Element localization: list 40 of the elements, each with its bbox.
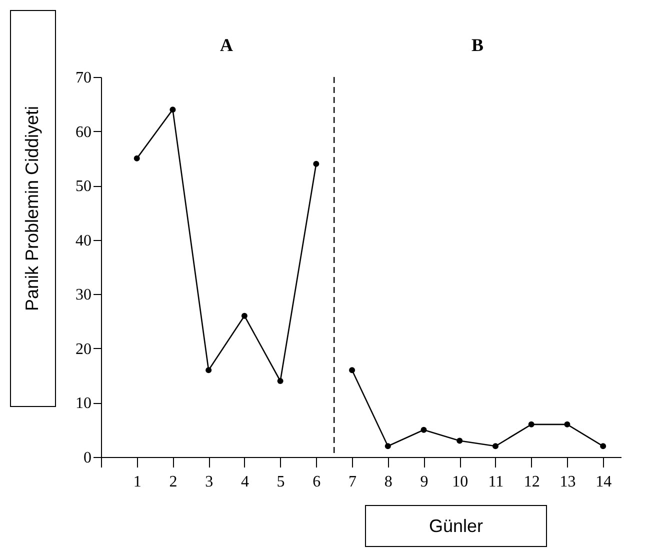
y-tick-label: 70 <box>76 70 92 86</box>
x-axis-title: Günler <box>365 505 547 547</box>
point <box>492 443 498 450</box>
point <box>206 367 212 374</box>
x-tick-label: 10 <box>452 474 468 490</box>
x-tick-label: 2 <box>169 474 178 490</box>
x-tick-label: 1 <box>133 474 142 490</box>
text: A <box>220 35 234 55</box>
point <box>170 106 176 113</box>
point <box>528 421 534 428</box>
y-tick-label: 50 <box>76 178 92 196</box>
y-tick-label: 0 <box>84 450 92 466</box>
x-tick-label: 8 <box>384 474 392 490</box>
y-tick-label: 20 <box>76 340 92 358</box>
x-tick-label: 12 <box>524 474 540 490</box>
point <box>349 367 356 374</box>
y-axis-title: Panik Problemin Ciddiyeti <box>22 106 44 312</box>
point <box>564 421 570 428</box>
point <box>134 155 140 162</box>
point <box>277 378 284 384</box>
point <box>241 312 248 319</box>
point <box>600 443 606 450</box>
x-tick-label: 5 <box>276 474 285 490</box>
text: B <box>472 35 484 55</box>
point <box>384 443 391 450</box>
x-tick-label: 14 <box>596 474 612 490</box>
x-tick-label: 4 <box>240 474 249 490</box>
point <box>420 426 427 433</box>
x-tick-label: 11 <box>488 474 504 490</box>
y-tick-label: 10 <box>76 395 92 412</box>
x-tick-label: 9 <box>420 474 428 490</box>
y-tick-label: 60 <box>76 124 92 141</box>
point <box>456 438 463 444</box>
point <box>313 160 320 167</box>
x-tick-label: 3 <box>205 474 214 490</box>
y-tick-label: 40 <box>76 232 92 250</box>
x-tick-label: 7 <box>348 474 357 490</box>
x-tick-label: 6 <box>312 474 321 490</box>
y-tick-label: 30 <box>76 286 92 304</box>
x-tick-label: 13 <box>560 474 576 490</box>
